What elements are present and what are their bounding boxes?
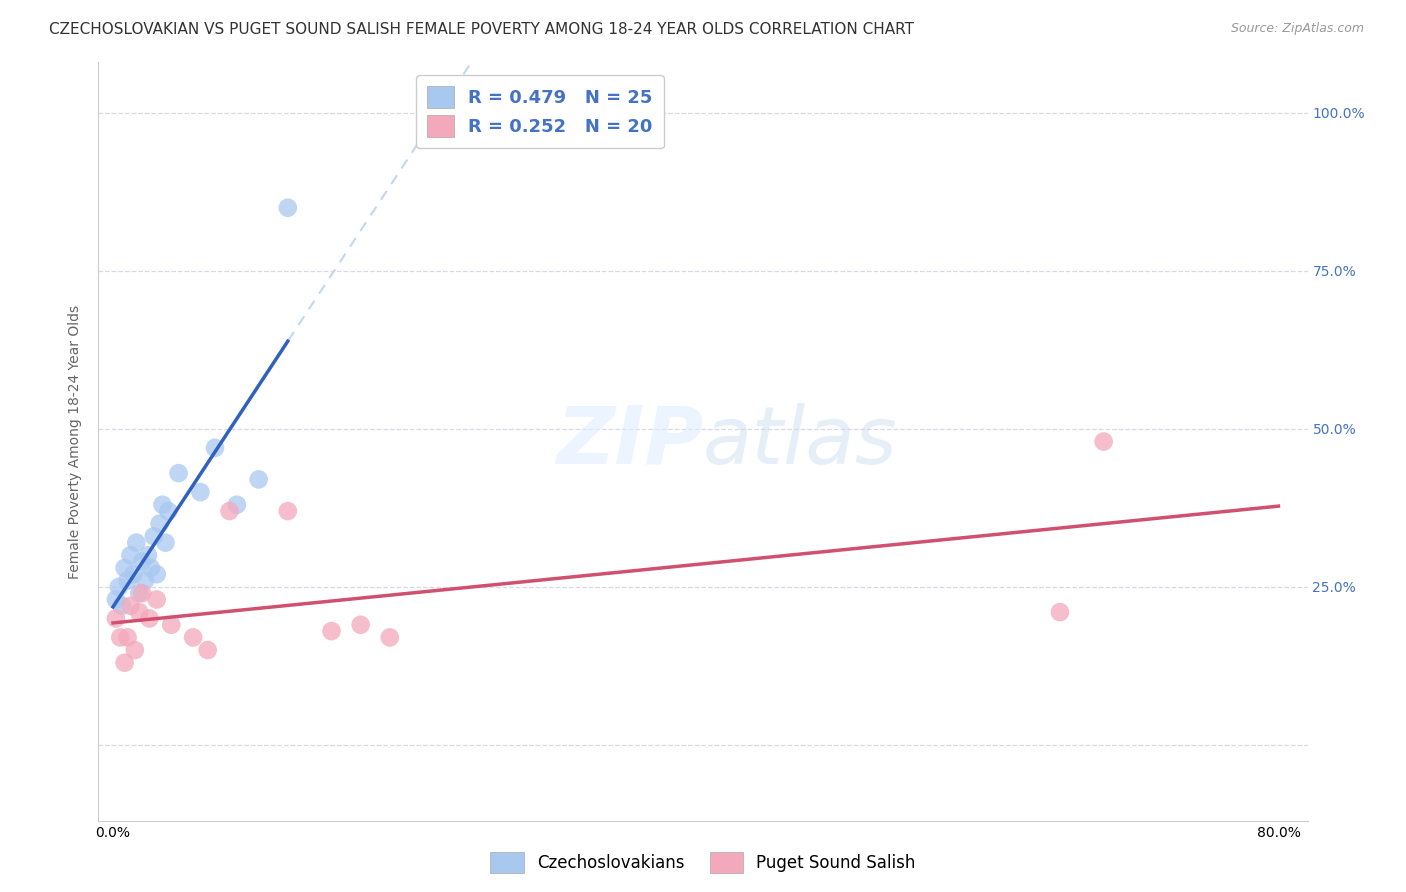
Point [1049,605,1071,619]
Point [142,529,165,543]
Point [378,631,401,645]
Point [125,535,148,549]
Point [104,592,127,607]
Point [114,561,136,575]
Point [122,567,145,582]
Point [138,611,160,625]
Point [277,201,299,215]
Legend: R = 0.479   N = 25, R = 0.252   N = 20: R = 0.479 N = 25, R = 0.252 N = 20 [416,75,664,148]
Point [136,548,159,563]
Text: Source: ZipAtlas.com: Source: ZipAtlas.com [1230,22,1364,36]
Text: CZECHOSLOVAKIAN VS PUGET SOUND SALISH FEMALE POVERTY AMONG 18-24 YEAR OLDS CORRE: CZECHOSLOVAKIAN VS PUGET SOUND SALISH FE… [49,22,914,37]
Point [111,599,134,613]
Point [149,516,172,531]
Point [152,498,174,512]
Point [218,504,240,518]
Point [247,473,270,487]
Point [139,561,162,575]
Point [131,555,153,569]
Point [124,643,146,657]
Point [114,656,136,670]
Point [167,466,190,480]
Point [155,535,177,549]
Point [190,485,212,500]
Point [131,586,153,600]
Point [117,574,139,588]
Point [128,605,150,619]
Point [120,599,142,613]
Point [277,504,299,518]
Point [104,611,127,625]
Text: ZIP: ZIP [555,402,703,481]
Point [1092,434,1115,449]
Point [117,631,139,645]
Point [197,643,219,657]
Point [321,624,343,639]
Point [225,498,247,512]
Point [350,617,373,632]
Point [181,631,204,645]
Point [128,586,150,600]
Text: atlas: atlas [703,402,898,481]
Legend: Czechoslovakians, Puget Sound Salish: Czechoslovakians, Puget Sound Salish [484,846,922,880]
Y-axis label: Female Poverty Among 18-24 Year Olds: Female Poverty Among 18-24 Year Olds [69,304,83,579]
Point [110,631,132,645]
Point [145,567,167,582]
Point [120,548,142,563]
Point [145,592,167,607]
Point [157,504,180,518]
Point [108,580,131,594]
Point [204,441,226,455]
Point [160,617,183,632]
Point [134,574,156,588]
